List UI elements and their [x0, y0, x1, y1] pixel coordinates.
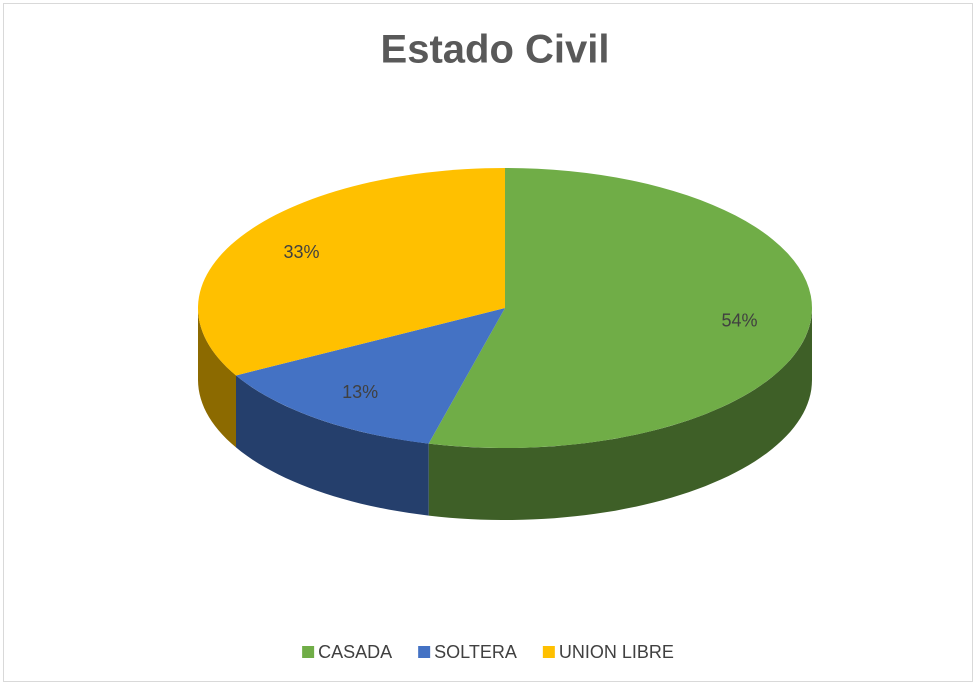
- legend-label: CASADA: [318, 642, 392, 662]
- legend-swatch: [542, 646, 555, 658]
- slice: [428, 168, 812, 448]
- data-label: 13%: [342, 382, 378, 402]
- data-label: 54%: [722, 310, 758, 330]
- slice-side: [236, 375, 429, 516]
- legend-swatch: [302, 646, 315, 658]
- slice-side: [198, 308, 236, 448]
- legend-label: UNION LIBRE: [559, 642, 674, 662]
- slice-side: [428, 308, 812, 520]
- legend-swatch: [418, 646, 431, 658]
- slice: [235, 308, 505, 444]
- legend-label: SOLTERA: [434, 642, 517, 662]
- data-label: 33%: [284, 242, 320, 262]
- slice: [197, 168, 505, 376]
- chart-title: Estado Civil: [381, 28, 610, 72]
